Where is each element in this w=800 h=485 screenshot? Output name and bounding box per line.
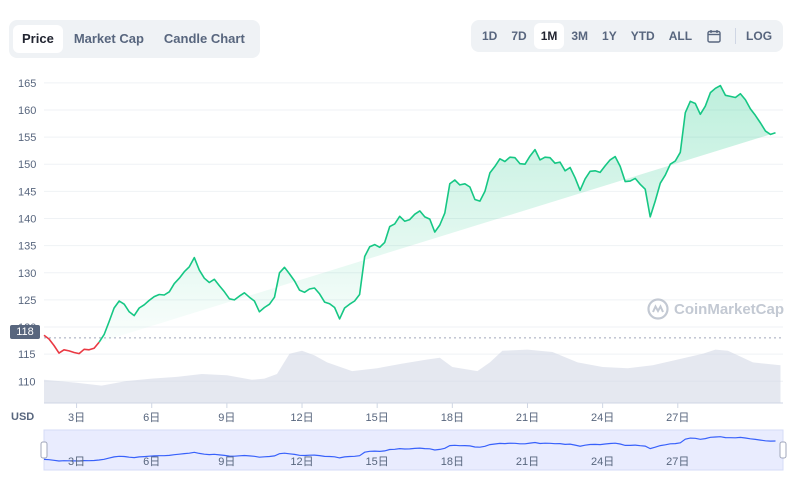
y-tick-label: 130 xyxy=(18,268,36,280)
navigator-tick-label: 15日 xyxy=(366,456,389,468)
price-fill xyxy=(99,85,776,343)
x-tick-label: 24日 xyxy=(591,412,614,424)
x-tick-label: 21日 xyxy=(516,412,539,424)
y-tick-label: 110 xyxy=(18,376,36,388)
price-line-below xyxy=(43,334,100,355)
x-axis: 3日 6日 9日 12日 15日 18日 21日 24日 27日 xyxy=(44,402,783,424)
navigator-tick-label: 24日 xyxy=(591,456,614,468)
x-tick-label: 15日 xyxy=(366,412,389,424)
x-tick-label: 9日 xyxy=(218,412,235,424)
tab-price[interactable]: Price xyxy=(13,25,63,53)
y-axis: 110115120125130135140145150155160165 xyxy=(18,78,36,388)
log-scale-toggle[interactable]: LOG xyxy=(746,29,773,43)
range-all[interactable]: ALL xyxy=(668,29,693,43)
x-tick-label: 27日 xyxy=(666,412,689,424)
range-1m[interactable]: 1M xyxy=(533,23,565,49)
y-tick-label: 150 xyxy=(18,159,36,171)
range-ytd[interactable]: YTD xyxy=(630,29,655,43)
volume-area xyxy=(44,349,781,403)
tab-market-cap[interactable]: Market Cap xyxy=(73,31,144,46)
range-navigator[interactable]: 3日 6日 9日 12日 15日 18日 21日 24日 27日 xyxy=(40,429,787,471)
x-tick-label: 12日 xyxy=(290,412,313,424)
range-7d[interactable]: 7D xyxy=(511,29,527,43)
navigator-line xyxy=(43,436,776,462)
price-area xyxy=(99,85,776,343)
y-tick-label: 160 xyxy=(18,105,36,117)
x-tick-label: 6日 xyxy=(143,412,160,424)
chart-type-tabs: Price Market Cap Candle Chart xyxy=(9,20,260,58)
navigator-tick-label: 18日 xyxy=(441,456,464,468)
volume-bars xyxy=(44,349,781,403)
range-1d[interactable]: 1D xyxy=(482,29,498,43)
navigator-tick-label: 9日 xyxy=(218,456,235,468)
y-tick-label: 145 xyxy=(18,186,36,198)
navigator-tick-label: 6日 xyxy=(143,456,160,468)
navigator-tick-label: 3日 xyxy=(68,456,85,468)
range-3m[interactable]: 3M xyxy=(571,29,589,43)
navigator-tick-label: 12日 xyxy=(290,456,313,468)
watermark: CoinMarketCap xyxy=(647,298,784,320)
watermark-text: CoinMarketCap xyxy=(674,300,785,318)
y-tick-label: 155 xyxy=(18,132,36,144)
navigator-left-handle[interactable] xyxy=(40,441,48,459)
navigator-tick-label: 21日 xyxy=(516,456,539,468)
y-tick-label: 165 xyxy=(18,78,36,90)
y-tick-label: 125 xyxy=(18,295,36,307)
coinmarketcap-logo-icon xyxy=(647,298,669,320)
reference-price-badge: 118 xyxy=(10,325,40,339)
currency-label: USD xyxy=(11,411,35,423)
y-tick-label: 135 xyxy=(18,241,36,253)
navigator-right-handle[interactable] xyxy=(779,441,787,459)
tab-candle-chart[interactable]: Candle Chart xyxy=(163,31,245,46)
y-tick-label: 140 xyxy=(18,214,36,226)
calendar-button[interactable] xyxy=(699,23,729,49)
navigator-tick-label: 27日 xyxy=(666,456,689,468)
time-range-selector: 1D 7D 1M 3M 1Y YTD ALL LOG xyxy=(471,20,783,52)
y-tick-label: 115 xyxy=(18,349,36,361)
price-lines xyxy=(43,84,776,355)
calendar-icon xyxy=(707,30,721,43)
range-divider xyxy=(735,28,737,44)
price-line-above xyxy=(98,84,776,343)
x-tick-label: 18日 xyxy=(441,412,464,424)
range-1y[interactable]: 1Y xyxy=(602,29,617,43)
x-tick-label: 3日 xyxy=(68,412,85,424)
